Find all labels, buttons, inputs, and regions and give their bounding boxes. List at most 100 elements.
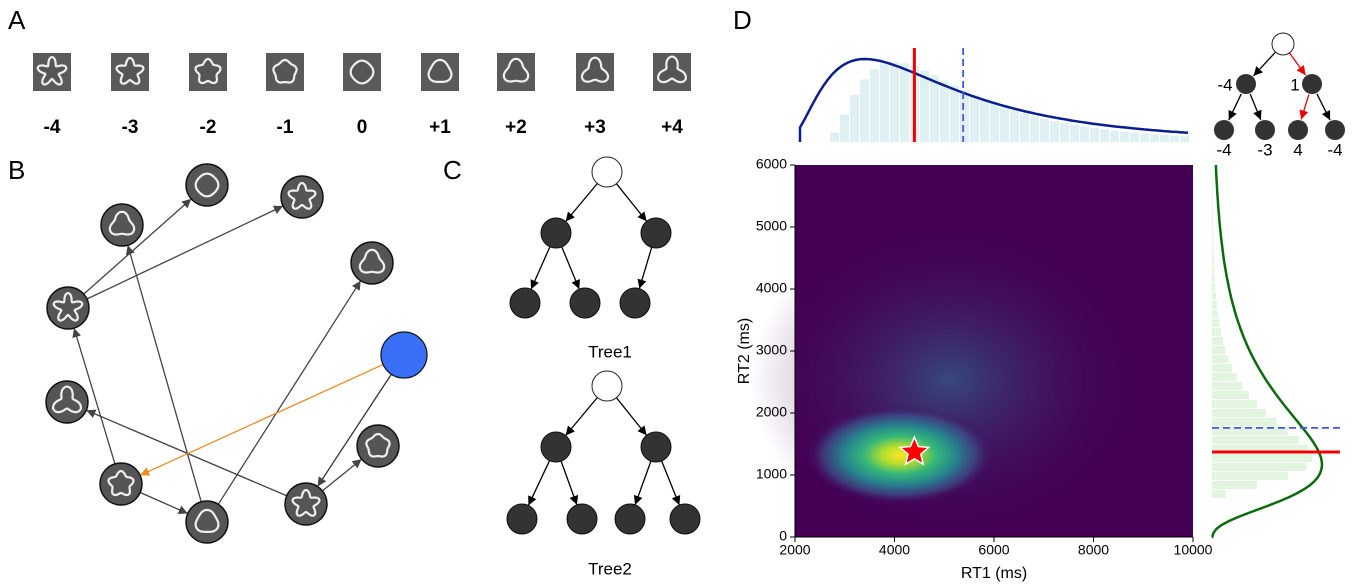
graph-edge <box>322 459 361 491</box>
tree-node <box>541 432 571 462</box>
hist-bar <box>1130 133 1139 142</box>
hist-bar <box>930 75 939 142</box>
x-tick-label: 6000 <box>978 542 1009 558</box>
hist-bar <box>1140 133 1149 142</box>
tree-root <box>1272 33 1294 55</box>
hist-bar <box>1212 193 1213 201</box>
node-value: -4 <box>1216 140 1231 159</box>
shape-level: -2 <box>200 117 217 138</box>
tree-node <box>641 218 671 248</box>
shape-level: +2 <box>505 117 527 138</box>
tree-root <box>592 157 622 187</box>
hist-bar <box>1060 123 1069 142</box>
panel-label: C <box>443 155 462 185</box>
hist-bar <box>1212 418 1277 426</box>
graph-edge <box>1317 94 1330 120</box>
hist-bar <box>1212 211 1213 219</box>
tree-root <box>592 371 622 401</box>
tree-label: Tree1 <box>588 342 632 361</box>
node-value: -3 <box>1257 140 1272 159</box>
tree-node <box>641 432 671 462</box>
graph-edge <box>561 461 577 505</box>
tree-node <box>1236 74 1256 94</box>
hist-bar <box>950 86 959 142</box>
y-tick-label: 1000 <box>756 466 787 482</box>
tree-node <box>1325 120 1345 140</box>
hist-bar <box>980 99 989 142</box>
graph-edge <box>562 247 580 289</box>
y-tick-label: 4000 <box>756 280 787 296</box>
page: {"panels": {"a": "A", "b": "B", "c": "C"… <box>0 0 1353 586</box>
y-tick-label: 5000 <box>756 218 787 234</box>
graph-edge <box>1229 94 1242 120</box>
graph-edge <box>1253 52 1275 76</box>
hist-bar <box>840 115 849 142</box>
hist-bar <box>1212 454 1312 462</box>
hist-bar <box>1212 274 1215 282</box>
shape-level: +4 <box>661 117 683 138</box>
tree-label: Tree2 <box>588 559 632 578</box>
start-node <box>381 332 427 378</box>
hist-bar <box>1160 135 1169 142</box>
hist-bar <box>1030 116 1039 142</box>
density-core <box>805 405 995 505</box>
x-tick-label: 8000 <box>1078 542 1109 558</box>
y-tick-label: 3000 <box>756 342 787 358</box>
x-tick-label: 10000 <box>1174 542 1213 558</box>
hist-bar <box>1020 114 1029 142</box>
tree-node <box>670 504 700 534</box>
hist-bar <box>960 90 969 142</box>
graph-edge <box>566 184 598 222</box>
hist-bar <box>1100 129 1109 142</box>
y-tick-label: 0 <box>779 528 787 544</box>
tree-node <box>567 504 597 534</box>
hist-bar <box>1212 256 1214 264</box>
hist-bar <box>1212 301 1217 309</box>
hist-bar <box>1212 265 1214 273</box>
hist-bar <box>1212 319 1219 327</box>
shape-outline <box>351 61 374 84</box>
hist-bar <box>1212 202 1213 210</box>
tree-node <box>541 218 571 248</box>
graph-edge <box>140 492 188 513</box>
graph-edge <box>662 461 680 505</box>
hist-bar <box>1212 337 1223 345</box>
hist-bar <box>970 95 979 142</box>
hist-bar <box>1212 382 1242 390</box>
tree-node <box>510 288 540 318</box>
graph-edge <box>531 247 550 290</box>
hist-bar <box>1212 400 1257 408</box>
hist-bar <box>1212 436 1299 444</box>
x-tick-label: 4000 <box>879 542 910 558</box>
y-tick-label: 2000 <box>756 404 787 420</box>
hist-bar <box>1212 355 1228 363</box>
x-tick-label: 2000 <box>779 542 810 558</box>
hist-bar <box>1212 220 1213 228</box>
hist-bar <box>1212 292 1216 300</box>
node-value: -4 <box>1327 140 1342 159</box>
hist-bar <box>1000 107 1009 142</box>
panel-label: B <box>8 155 25 185</box>
tree-node <box>1302 74 1322 94</box>
tree-node <box>1255 120 1275 140</box>
figure: A B C D Tree1 Tree2 -4-3-2-10+1+2+3+4-41… <box>0 0 1353 586</box>
shape-level: 0 <box>357 117 368 138</box>
y-tick-label: 6000 <box>756 156 787 172</box>
hist-bar <box>1040 119 1049 142</box>
hist-bar <box>940 80 949 142</box>
hist-bar <box>830 133 839 142</box>
graph-edge <box>528 461 549 506</box>
x-axis-label: RT1 (ms) <box>961 565 1027 582</box>
hist-bar <box>1212 481 1257 489</box>
hist-bar <box>1212 283 1215 291</box>
hist-bar <box>1212 472 1288 480</box>
tree-node <box>507 504 537 534</box>
graph-edge <box>218 281 360 505</box>
hist-bar <box>870 69 879 142</box>
graph-edge <box>140 365 383 476</box>
hist-bar <box>1212 247 1214 255</box>
hist-bar <box>1212 364 1232 372</box>
hist-bar <box>990 103 999 142</box>
hist-bar <box>1212 310 1218 318</box>
tree-node <box>570 288 600 318</box>
